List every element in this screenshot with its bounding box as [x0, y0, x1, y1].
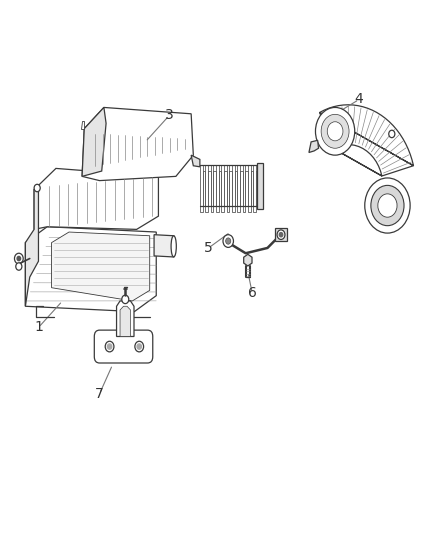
- FancyBboxPatch shape: [202, 171, 205, 206]
- FancyBboxPatch shape: [213, 171, 215, 206]
- Circle shape: [105, 341, 114, 352]
- Polygon shape: [191, 155, 199, 167]
- Polygon shape: [116, 301, 134, 336]
- Circle shape: [370, 185, 403, 225]
- Circle shape: [276, 230, 284, 239]
- Circle shape: [14, 253, 23, 264]
- FancyBboxPatch shape: [210, 165, 213, 213]
- FancyBboxPatch shape: [240, 171, 242, 206]
- Circle shape: [107, 344, 112, 349]
- Circle shape: [16, 263, 22, 270]
- Polygon shape: [243, 254, 251, 266]
- Circle shape: [34, 184, 40, 192]
- Text: 4: 4: [354, 93, 363, 107]
- FancyBboxPatch shape: [208, 171, 210, 206]
- Circle shape: [223, 235, 233, 247]
- FancyBboxPatch shape: [245, 171, 247, 206]
- Polygon shape: [154, 235, 173, 257]
- Text: 5: 5: [204, 241, 212, 255]
- FancyBboxPatch shape: [255, 171, 258, 206]
- Circle shape: [315, 108, 354, 155]
- Circle shape: [225, 238, 230, 244]
- FancyBboxPatch shape: [247, 165, 250, 213]
- Circle shape: [279, 232, 282, 237]
- Polygon shape: [25, 184, 39, 306]
- Circle shape: [121, 295, 128, 304]
- FancyBboxPatch shape: [226, 165, 229, 213]
- FancyBboxPatch shape: [94, 330, 152, 363]
- Circle shape: [321, 114, 348, 148]
- FancyBboxPatch shape: [231, 165, 234, 213]
- FancyBboxPatch shape: [229, 171, 231, 206]
- Text: 3: 3: [165, 108, 173, 123]
- FancyBboxPatch shape: [215, 165, 218, 213]
- Polygon shape: [34, 168, 158, 229]
- Circle shape: [17, 256, 21, 261]
- FancyBboxPatch shape: [218, 171, 221, 206]
- Text: 7: 7: [95, 387, 104, 401]
- Circle shape: [364, 178, 409, 233]
- FancyBboxPatch shape: [199, 165, 202, 213]
- Polygon shape: [51, 232, 149, 301]
- Polygon shape: [120, 306, 130, 336]
- Circle shape: [377, 194, 396, 217]
- FancyBboxPatch shape: [242, 165, 245, 213]
- Circle shape: [134, 341, 143, 352]
- FancyBboxPatch shape: [234, 171, 237, 206]
- Circle shape: [388, 130, 394, 138]
- Polygon shape: [275, 228, 286, 241]
- FancyBboxPatch shape: [250, 171, 253, 206]
- Polygon shape: [82, 108, 106, 176]
- Ellipse shape: [171, 236, 176, 257]
- Circle shape: [326, 122, 342, 141]
- Text: 6: 6: [247, 286, 256, 300]
- Polygon shape: [256, 163, 262, 209]
- FancyBboxPatch shape: [205, 165, 208, 213]
- Text: 1: 1: [34, 320, 43, 335]
- FancyBboxPatch shape: [237, 165, 240, 213]
- FancyBboxPatch shape: [221, 165, 223, 213]
- Polygon shape: [25, 227, 156, 312]
- Circle shape: [137, 344, 141, 349]
- Polygon shape: [81, 120, 84, 128]
- Polygon shape: [319, 105, 413, 176]
- FancyBboxPatch shape: [253, 165, 255, 213]
- Polygon shape: [82, 108, 193, 181]
- Polygon shape: [308, 140, 318, 152]
- FancyBboxPatch shape: [223, 171, 226, 206]
